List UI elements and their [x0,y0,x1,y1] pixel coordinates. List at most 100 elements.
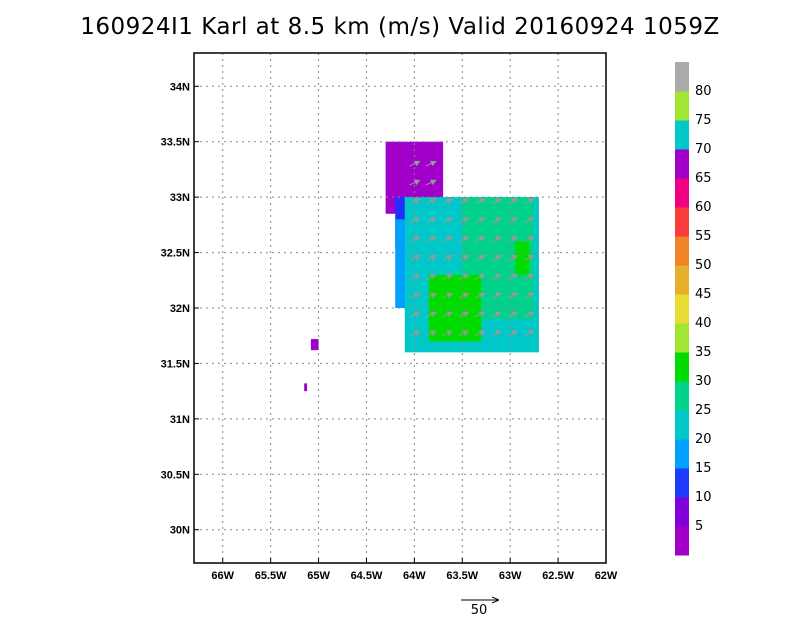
wind-vector [507,311,519,318]
axis-ticks: 66W 65.5W 65W 64.5W 64W 63.5W 63W 62.5W 62W 30N 30… [161,81,618,582]
reference-vector-label: 50 [471,603,488,618]
wind-vector [425,292,437,299]
tick-label-lat: 32.5N [161,248,190,260]
colorbar-swatch [675,526,689,556]
wind-vector [441,236,454,242]
wind-vector [458,217,470,224]
wind-vector [490,198,502,205]
colorbar-swatch [675,381,689,411]
wind-vector [425,160,437,167]
colorbar-swatch [675,323,689,353]
colorbar-label: 5 [695,519,703,534]
colorbar-swatch [675,120,689,150]
colorbar-label: 40 [695,316,712,331]
wind-vector [507,273,519,280]
wind-vector [425,255,437,261]
tick-label-lon: 62.5W [542,570,574,582]
wind-vector [523,311,535,318]
wind-region [304,383,308,392]
colorbar-label: 15 [695,461,712,476]
colorbar-label: 65 [695,171,712,186]
map-grid [194,53,607,563]
colorbar-label: 75 [695,113,712,128]
wind-region [310,339,319,351]
wind-vector [490,292,502,299]
wind-region [514,241,530,275]
wind-vector [409,179,421,186]
colorbar-label: 60 [695,200,712,215]
wind-vector [490,217,502,224]
colorbar-swatch [675,410,689,440]
wind-vector [474,330,486,337]
wind-vector [507,330,519,337]
wind-vector [523,236,535,242]
wind-vector [425,236,437,242]
wind-vector [441,330,454,337]
wind-vector [425,217,437,224]
wind-vector [425,330,437,337]
tick-label-lon: 65W [307,570,330,582]
colorbar-swatch [675,439,689,469]
chart-title: 160924I1 Karl at 8.5 km (m/s) Valid 2016… [80,14,720,40]
tick-label-lon: 66W [211,570,234,582]
wind-vector [490,330,502,337]
wind-vector [490,236,502,242]
wind-vector [425,179,437,186]
reference-vector: 50 [461,600,498,618]
wind-vector [458,273,470,280]
wind-region [428,274,482,342]
colorbar-swatch [675,352,689,382]
tick-label-lat: 32N [170,303,190,315]
wind-vector [523,217,535,224]
wind-vector [458,292,470,299]
wind-vector [474,311,486,318]
wind-vector [490,255,502,261]
colorbar-swatch [675,207,689,237]
wind-vector [523,255,535,261]
colorbar-swatch [675,497,689,527]
tick-label-lon: 64W [403,570,426,582]
wind-vector [523,273,535,280]
wind-vector [490,311,502,318]
tick-label-lon: 65.5W [255,570,287,582]
wind-vector [441,292,454,299]
wind-vector [409,160,421,167]
wind-vector [507,255,519,261]
tick-label-lon: 63.5W [446,570,478,582]
colorbar-swatch [675,294,689,324]
tick-label-lat: 33.5N [161,137,190,149]
wind-vector [441,217,454,224]
wind-vector [458,198,470,205]
wind-vector [507,292,519,299]
wind-vector [409,330,421,337]
tick-label-lat: 30.5N [161,469,190,481]
colorbar-label: 30 [695,374,712,389]
colorbar-label: 45 [695,287,712,302]
wind-vector [523,292,535,299]
tick-label-lat: 33N [170,192,190,204]
wind-vector [507,236,519,242]
tick-label-lon: 62W [595,570,618,582]
colorbar-label: 20 [695,432,712,447]
colorbar-label: 10 [695,490,712,505]
wind-vector [474,292,486,299]
wind-vector [409,292,421,299]
tick-label-lat: 31N [170,414,190,426]
wind-vector [523,198,535,205]
colorbar-label: 25 [695,403,712,418]
wind-vector [425,273,437,280]
wind-vector [474,217,486,224]
wind-vector [458,236,470,242]
tick-label-lat: 31.5N [161,358,190,370]
colorbar-swatch [675,91,689,121]
colorbar: 5 10 15 20 25 30 35 40 45 50 55 60 65 70 75 80 [675,62,712,556]
wind-vector [458,330,470,337]
tick-label-lon: 63W [499,570,522,582]
wind-vector [490,273,502,280]
tick-label-lon: 64.5W [351,570,383,582]
colorbar-swatch [675,149,689,179]
wind-vector [474,273,486,280]
colorbar-swatch [675,265,689,295]
colorbar-label: 50 [695,258,712,273]
